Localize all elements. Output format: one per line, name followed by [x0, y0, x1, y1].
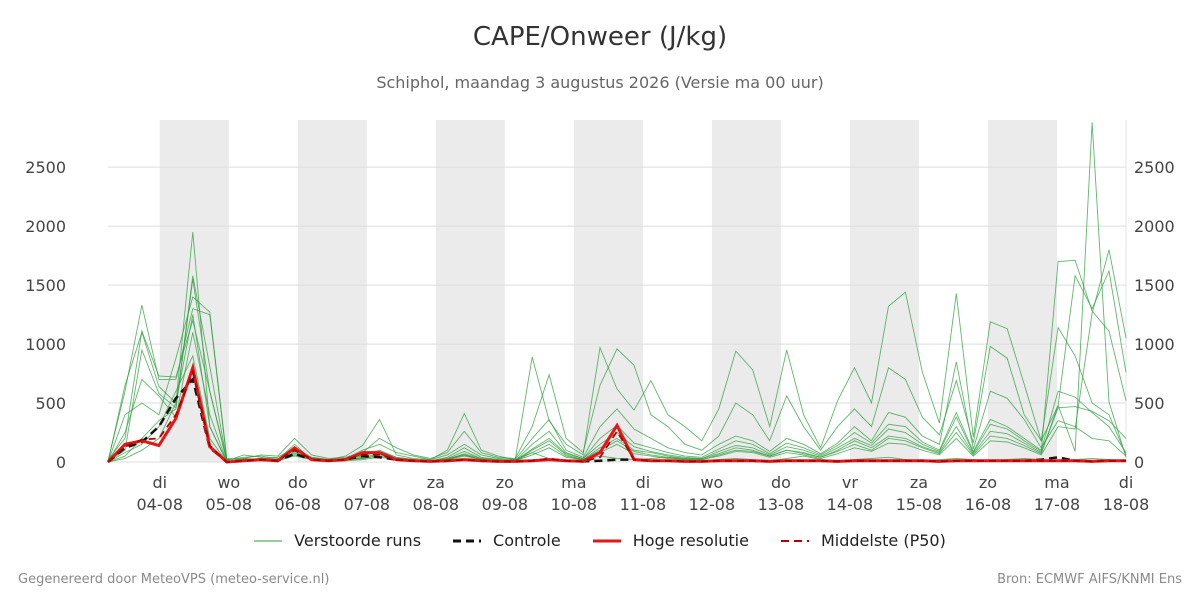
- y-tick-label-right-1500: 1500: [1134, 276, 1175, 295]
- legend-swatch-highres: [592, 539, 621, 542]
- x-tick-date-14: 18-08: [1103, 495, 1150, 514]
- x-tick-day-14: di: [1119, 473, 1134, 492]
- shaded-band-06-08: [297, 120, 367, 462]
- chart-legend: Verstoorde runs Controle Hoge resolutie …: [0, 531, 1200, 550]
- shaded-band-16-08: [987, 120, 1057, 462]
- x-tick-date-2: 06-08: [275, 495, 322, 514]
- legend-item-ensemble[interactable]: Verstoorde runs: [254, 531, 421, 550]
- x-tick-day-12: zo: [979, 473, 997, 492]
- x-tick-day-10: vr: [842, 473, 858, 492]
- x-tick-date-10: 14-08: [827, 495, 874, 514]
- legend-label-control: Controle: [493, 531, 561, 550]
- x-tick-day-6: ma: [561, 473, 586, 492]
- x-tick-day-1: wo: [217, 473, 240, 492]
- x-tick-date-4: 08-08: [413, 495, 460, 514]
- x-tick-date-1: 05-08: [206, 495, 253, 514]
- y-tick-label-left-2000: 2000: [25, 217, 66, 236]
- ensemble-run-line-1: [107, 122, 1127, 461]
- x-tick-day-11: za: [910, 473, 928, 492]
- y-tick-label-left-1500: 1500: [25, 276, 66, 295]
- x-tick-date-11: 15-08: [896, 495, 943, 514]
- y-tick-label-left-1000: 1000: [25, 335, 66, 354]
- x-tick-date-5: 09-08: [482, 495, 529, 514]
- y-tick-label-right-2000: 2000: [1134, 217, 1175, 236]
- shaded-band-08-08: [435, 120, 505, 462]
- ensemble-run-line-2: [107, 318, 1127, 461]
- legend-label-highres: Hoge resolutie: [632, 531, 749, 550]
- x-tick-date-8: 12-08: [689, 495, 736, 514]
- chart-title: CAPE/Onweer (J/kg): [472, 22, 728, 52]
- x-tick-date-7: 11-08: [620, 495, 667, 514]
- x-tick-day-9: do: [771, 473, 791, 492]
- x-tick-day-7: di: [636, 473, 651, 492]
- legend-swatch-ensemble: [254, 540, 283, 541]
- y-tick-label-left-500: 500: [35, 394, 66, 413]
- x-tick-date-3: 07-08: [344, 495, 391, 514]
- x-tick-date-12: 16-08: [965, 495, 1012, 514]
- x-tick-day-4: za: [427, 473, 445, 492]
- x-tick-day-13: ma: [1044, 473, 1069, 492]
- x-tick-date-9: 13-08: [758, 495, 805, 514]
- x-tick-date-0: 04-08: [137, 495, 184, 514]
- x-tick-date-6: 10-08: [551, 495, 598, 514]
- y-tick-label-left-2500: 2500: [25, 158, 66, 177]
- footer-credit: Gegenereerd door MeteoVPS (meteo-service…: [18, 572, 330, 587]
- y-tick-label-right-2500: 2500: [1134, 158, 1175, 177]
- legend-swatch-control: [453, 539, 482, 542]
- legend-swatch-median: [780, 539, 809, 542]
- shaded-band-12-08: [711, 120, 781, 462]
- shaded-band-10-08: [573, 120, 643, 462]
- x-tick-day-5: zo: [496, 473, 514, 492]
- x-tick-day-2: do: [288, 473, 308, 492]
- x-tick-day-3: vr: [359, 473, 375, 492]
- y-tick-label-left-0: 0: [56, 453, 66, 472]
- chart-subtitle: Schiphol, maandag 3 augustus 2026 (Versi…: [376, 73, 824, 92]
- legend-label-ensemble: Verstoorde runs: [294, 531, 422, 550]
- x-tick-day-0: di: [152, 473, 167, 492]
- median-line: [107, 369, 1126, 463]
- shaded-band-14-08: [849, 120, 919, 462]
- footer-source: Bron: ECMWF AIFS/KNMI Ens: [997, 572, 1182, 587]
- legend-item-median[interactable]: Middelste (P50): [780, 531, 946, 550]
- legend-item-control[interactable]: Controle: [453, 531, 561, 550]
- x-tick-day-8: wo: [700, 473, 723, 492]
- y-tick-label-right-1000: 1000: [1134, 335, 1175, 354]
- y-tick-label-right-500: 500: [1134, 394, 1165, 413]
- legend-label-median: Middelste (P50): [820, 531, 946, 550]
- x-tick-date-13: 17-08: [1034, 495, 1081, 514]
- legend-item-highres[interactable]: Hoge resolutie: [592, 531, 749, 550]
- y-tick-label-right-0: 0: [1134, 453, 1144, 472]
